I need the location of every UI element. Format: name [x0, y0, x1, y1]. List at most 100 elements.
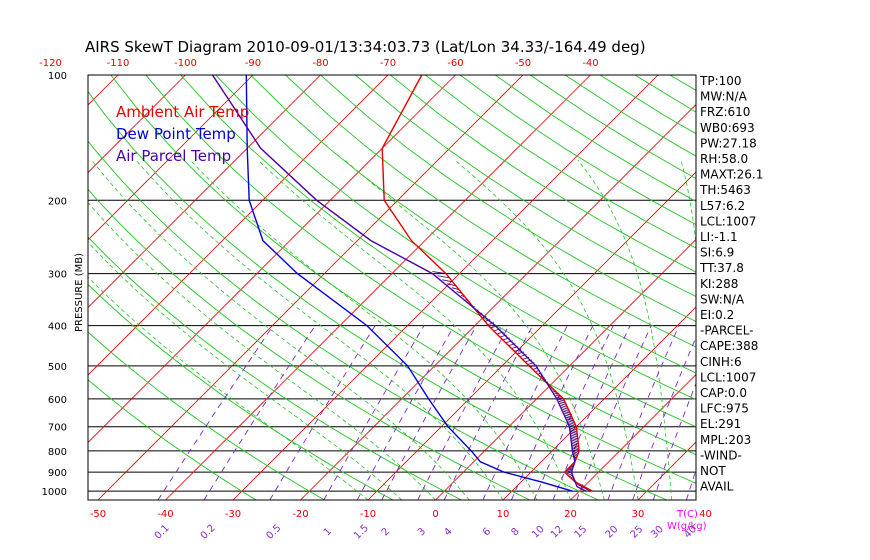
bottom-temp-tick-label: 20 [564, 509, 577, 520]
mixing-ratio-line-1 [323, 325, 425, 500]
dry-adiabat-140 [459, 75, 696, 226]
moist-adiabat-20 [257, 159, 571, 500]
moist-adiabat-0 [88, 201, 436, 500]
bottom-temp-tick-label: -50 [90, 509, 106, 520]
cape-hatch [571, 444, 579, 448]
cape-hatch [565, 414, 573, 418]
top-temp-tick-label: -40 [582, 58, 598, 69]
isotherm--40 [165, 75, 591, 500]
isotherm-0 [435, 238, 696, 500]
moist-adiabat-25 [344, 159, 605, 500]
dry-adiabat-20 [88, 140, 599, 500]
mixing-ratio-line-0.5 [269, 325, 376, 500]
y-axis-label: PRESSURE (MB) [74, 253, 85, 332]
mixing-ratio-tick-label: 10 [530, 524, 547, 541]
isotherm-50 [773, 75, 870, 500]
plot-frame [87, 74, 697, 501]
cape-hatch [447, 283, 457, 287]
bottom-temp-tick-label: 10 [497, 509, 510, 520]
mixing-ratio-tick-label: 6 [481, 526, 493, 538]
index-value: -WIND- [700, 448, 742, 462]
dry-adiabat-110 [355, 75, 696, 298]
mixing-ratio-line-30 [652, 382, 696, 500]
isotherm--30 [232, 75, 659, 500]
isotherm--20 [300, 103, 696, 500]
cape-hatch [559, 402, 567, 406]
mixing-ratio-tick-label: 0.2 [199, 523, 218, 542]
top-temp-tick-label: -50 [515, 58, 531, 69]
pressure-tick-label: 500 [48, 362, 67, 373]
index-value: EI:0.2 [700, 308, 734, 322]
isotherm--120 [0, 75, 51, 500]
top-temp-tick-label: -110 [107, 58, 130, 69]
cape-hatch [562, 408, 570, 412]
index-value: WB0:693 [700, 121, 755, 135]
bottom-temp-tick-label: -30 [225, 509, 241, 520]
dry-adiabat-120 [390, 75, 696, 273]
mixing-ratio-tick-label: 0.1 [153, 523, 172, 542]
index-value: KI:288 [700, 277, 738, 291]
cape-hatch [570, 432, 578, 436]
pressure-tick-label: 400 [48, 322, 67, 333]
index-value: CAPE:388 [700, 339, 758, 353]
mixing-ratio-tick-label: 1 [322, 526, 334, 538]
index-value: SW:N/A [700, 292, 745, 306]
series-line-0 [381, 75, 594, 492]
dry-adiabat-30 [88, 90, 667, 500]
index-value: LI:-1.1 [700, 230, 738, 244]
cape-hatch [569, 424, 577, 427]
index-value: RH:58.0 [700, 152, 748, 166]
series-line-1 [245, 75, 573, 492]
mixing-ratio-line-12 [552, 325, 631, 500]
cape-hatch [570, 434, 578, 438]
x-axis-label: T(C) [676, 509, 698, 520]
dry-adiabat--20 [88, 331, 325, 500]
isotherm-60 [841, 75, 870, 500]
top-temp-tick-label: -70 [380, 58, 396, 69]
index-value: NOT [700, 464, 726, 478]
chart-title: AIRS SkewT Diagram 2010-09-01/13:34:03.7… [85, 38, 646, 56]
cape-hatch [570, 429, 578, 433]
isotherm--90 [88, 75, 254, 241]
dry-adiabat--30 [88, 379, 257, 500]
dry-adiabat-60 [180, 75, 696, 428]
index-value: PW:27.18 [700, 136, 757, 150]
pressure-tick-label: 900 [48, 468, 67, 479]
index-value: LFC:975 [700, 402, 749, 416]
bottom-temp-tick-label: 40 [699, 509, 712, 520]
index-value: TP:100 [699, 74, 742, 88]
cape-hatch [437, 275, 450, 279]
mixing-ratio-line-20 [607, 325, 680, 500]
cape-hatch [565, 416, 573, 420]
mixing-ratio-tick-label: 20 [604, 524, 621, 541]
cape-hatch [572, 449, 579, 453]
cape-hatch [568, 422, 576, 426]
cape-hatch [571, 442, 579, 446]
cape-hatch [566, 418, 574, 422]
moist-adiabat-10 [135, 159, 504, 500]
mixing-ratio-line-2 [381, 325, 477, 500]
isotherm-10 [502, 306, 696, 500]
mixing-ratio-line-0.1 [157, 325, 274, 500]
mixing-ratio-line-4 [443, 325, 533, 500]
isotherm--100 [88, 75, 186, 174]
cape-hatch [557, 398, 565, 402]
cape-hatch [563, 410, 571, 414]
mixing-ratio-line-0.2 [203, 325, 316, 500]
mixing-ratio-tick-label: 3 [416, 526, 428, 538]
pressure-tick-label: 600 [48, 395, 67, 406]
moist-adiabat--10 [88, 276, 369, 500]
dry-adiabat-100 [320, 75, 696, 323]
cape-hatch [571, 441, 579, 445]
dry-adiabat-90 [285, 75, 696, 348]
legend-item: Dew Point Temp [116, 125, 236, 143]
pressure-tick-label: 100 [48, 71, 67, 82]
cape-hatch [560, 405, 568, 408]
dry-adiabat-150 [494, 75, 696, 202]
mixing-ratio-tick-label: 4 [442, 526, 454, 538]
index-value: -PARCEL- [700, 324, 754, 338]
index-value: SI:6.9 [700, 246, 734, 260]
index-value: MPL:203 [700, 433, 751, 447]
moist-adiabat-30 [454, 159, 639, 500]
